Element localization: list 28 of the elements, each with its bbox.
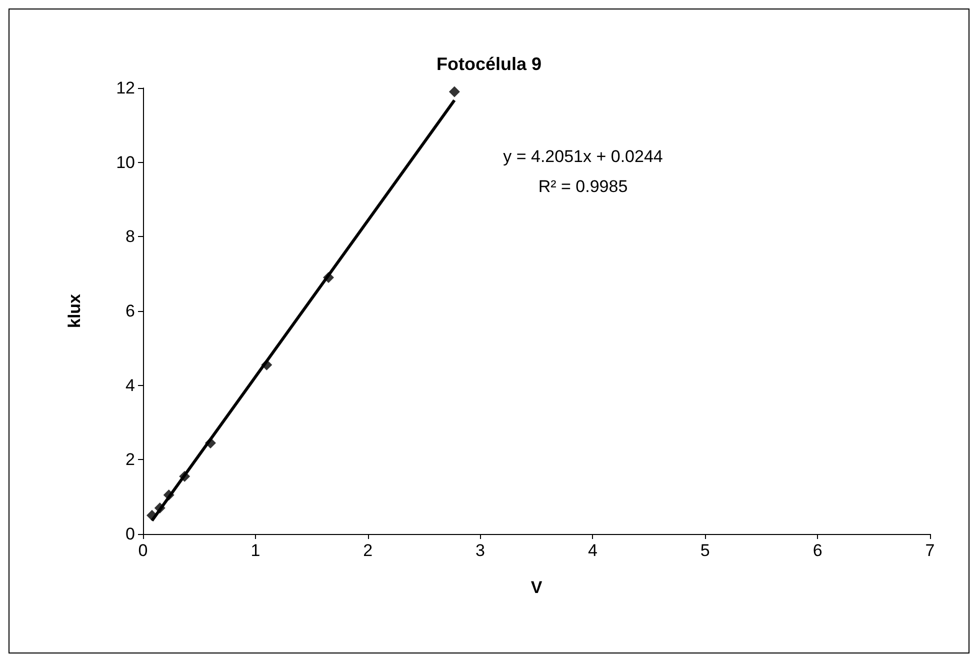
point xyxy=(261,359,272,370)
y-tick-label: 10 xyxy=(116,152,135,172)
x-tick-label: 7 xyxy=(925,541,935,560)
y-tick-label: 8 xyxy=(126,227,135,246)
x-tick-label: 3 xyxy=(476,541,486,560)
y-tick-label: 4 xyxy=(126,376,135,395)
point xyxy=(154,502,166,514)
point xyxy=(323,272,334,284)
y-tick-label: 12 xyxy=(116,78,135,98)
point xyxy=(179,470,190,482)
point xyxy=(448,86,460,98)
y-tick-label: 6 xyxy=(126,302,135,320)
y-tick-label: 2 xyxy=(126,450,135,470)
y-tick-label: 0 xyxy=(126,524,135,544)
x-tick-label: 1 xyxy=(250,541,260,560)
point xyxy=(146,510,158,521)
point xyxy=(204,437,216,448)
x-tick-label: 6 xyxy=(812,541,822,560)
x-tick-label: 4 xyxy=(588,541,598,560)
x-axis-title: V xyxy=(530,578,543,597)
x-tick-label: 0 xyxy=(138,541,148,560)
x-tick-label: 5 xyxy=(700,541,710,560)
x-tick-label: 2 xyxy=(363,541,373,560)
annotation: y = 4.2051x + 0.0244 xyxy=(503,147,663,166)
point xyxy=(163,489,174,500)
y-axis-title: klux xyxy=(65,293,84,328)
annotation: R² = 0.9985 xyxy=(538,177,628,196)
chart-title: Fotocélula 9 xyxy=(436,54,542,74)
